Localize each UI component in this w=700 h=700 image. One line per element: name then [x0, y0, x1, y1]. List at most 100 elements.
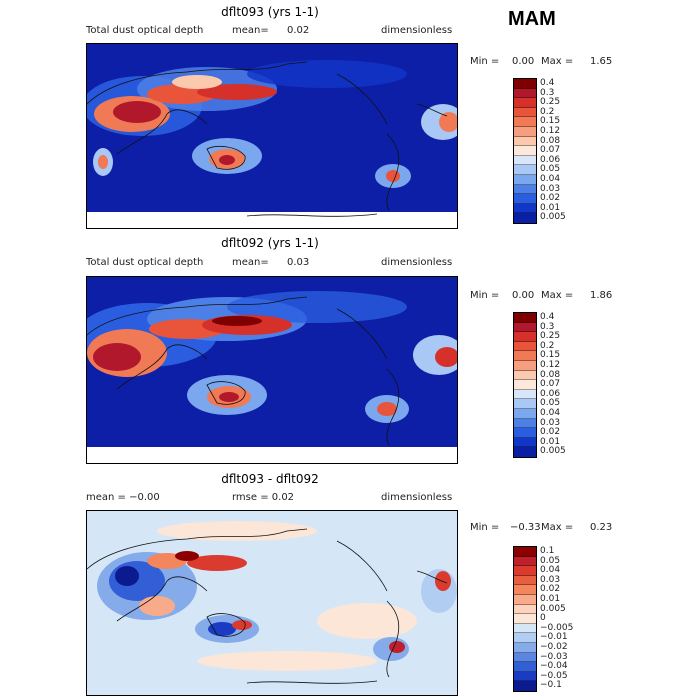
colorbar-tick-label: 0.05 — [540, 555, 561, 566]
colorbar-cell — [514, 380, 536, 390]
colorbar-tick-label: −0.04 — [540, 661, 568, 672]
colorbar-tick-label: 0.005 — [540, 603, 566, 614]
colorbar-tick-label: 0.02 — [540, 427, 561, 438]
colorbar-cell — [514, 88, 536, 99]
panel1-units: dimensionless — [381, 25, 453, 36]
colorbar-cell — [514, 213, 536, 223]
colorbar-cell — [514, 652, 536, 663]
panel1-quantity: Total dust optical depth — [86, 25, 204, 36]
colorbar-tick-label: 0.04 — [540, 408, 561, 418]
panel1-mean-label: mean= — [232, 25, 269, 36]
panel3-max-label: Max = — [541, 522, 574, 533]
panel1-colorbar — [513, 78, 537, 224]
colorbar-cell — [514, 360, 536, 371]
panel1-mean-value: 0.02 — [287, 25, 310, 36]
panel2-quantity: Total dust optical depth — [86, 257, 204, 268]
colorbar-tick-label: 0.2 — [540, 340, 555, 351]
colorbar-tick-label: 0.07 — [540, 145, 561, 156]
colorbar-cell — [514, 184, 536, 195]
colorbar-cell — [514, 155, 536, 166]
colorbar-tick-label: 0.06 — [540, 388, 561, 399]
colorbar-tick-label: 0.03 — [540, 574, 561, 585]
colorbar-cell — [514, 547, 536, 557]
colorbar-tick-label: 0.05 — [540, 164, 561, 175]
colorbar-tick-label: 0 — [540, 613, 546, 624]
colorbar-cell — [514, 165, 536, 175]
panel1-title: dflt093 (yrs 1-1) — [221, 5, 319, 19]
colorbar-cell — [514, 556, 536, 567]
colorbar-cell — [514, 399, 536, 409]
colorbar-cell — [514, 408, 536, 419]
panel1-map — [86, 43, 458, 229]
colorbar-cell — [514, 98, 536, 108]
panel2-max-value: 1.86 — [590, 290, 613, 301]
colorbar-cell — [514, 585, 536, 595]
colorbar-tick-label: 0.1 — [540, 546, 555, 556]
colorbar-tick-label: −0.005 — [540, 622, 574, 633]
panel2-map — [86, 276, 458, 464]
colorbar-cell — [514, 671, 536, 682]
colorbar-cell — [514, 117, 536, 127]
colorbar-tick-label: 0.03 — [540, 183, 561, 194]
colorbar-tick-label: 0.07 — [540, 379, 561, 390]
colorbar-cell — [514, 428, 536, 438]
colorbar-cell — [514, 194, 536, 204]
panel1-max-value: 1.65 — [590, 56, 613, 67]
panel3-units: dimensionless — [381, 492, 453, 503]
colorbar-tick-label: 0.12 — [540, 360, 561, 370]
colorbar-cell — [514, 575, 536, 586]
panel2-min-label: Min = — [470, 290, 500, 301]
colorbar-cell — [514, 351, 536, 361]
colorbar-cell — [514, 437, 536, 448]
panel1-min-label: Min = — [470, 56, 500, 67]
panel1-min-value: 0.00 — [512, 56, 535, 67]
colorbar-cell — [514, 662, 536, 672]
colorbar-tick-label: 0.01 — [540, 594, 561, 604]
colorbar-tick-label: 0.4 — [540, 78, 555, 88]
colorbar-cell — [514, 79, 536, 89]
colorbar-cell — [514, 126, 536, 137]
colorbar-cell — [514, 313, 536, 323]
colorbar-cell — [514, 341, 536, 352]
colorbar-cell — [514, 614, 536, 624]
colorbar-cell — [514, 136, 536, 147]
colorbar-tick-label: 0.01 — [540, 202, 561, 213]
panel2-min-value: 0.00 — [512, 290, 535, 301]
colorbar-cell — [514, 332, 536, 342]
colorbar-cell — [514, 681, 536, 691]
panel2-max-label: Max = — [541, 290, 574, 301]
colorbar-tick-label: 0.005 — [540, 212, 566, 223]
panel3-max-value: 0.23 — [590, 522, 613, 533]
panel3-colorbar — [513, 546, 537, 692]
panel1-max-label: Max = — [541, 56, 574, 67]
colorbar-cell — [514, 203, 536, 214]
colorbar-tick-label: −0.01 — [540, 632, 568, 643]
colorbar-tick-label: 0.15 — [540, 350, 561, 361]
colorbar-cell — [514, 418, 536, 429]
colorbar-tick-label: 0.25 — [540, 331, 561, 342]
colorbar-tick-label: 0.03 — [540, 417, 561, 428]
colorbar-cell — [514, 566, 536, 576]
colorbar-cell — [514, 322, 536, 333]
colorbar-tick-label: 0.01 — [540, 436, 561, 447]
colorbar-tick-label: 0.02 — [540, 584, 561, 595]
panel2-mean-label: mean= — [232, 257, 269, 268]
colorbar-cell — [514, 146, 536, 156]
panel3-min-value: −0.33 — [510, 522, 541, 533]
colorbar-tick-label: 0.4 — [540, 312, 555, 322]
colorbar-tick-label: 0.05 — [540, 398, 561, 409]
panel2-mean-value: 0.03 — [287, 257, 310, 268]
colorbar-tick-label: −0.1 — [540, 680, 562, 691]
colorbar-tick-label: 0.15 — [540, 116, 561, 127]
panel3-min-label: Min = — [470, 522, 500, 533]
panel2-colorbar — [513, 312, 537, 458]
colorbar-tick-label: 0.25 — [540, 97, 561, 108]
colorbar-tick-label: −0.05 — [540, 670, 568, 681]
colorbar-cell — [514, 370, 536, 381]
panel3-title: dflt093 - dflt092 — [221, 472, 319, 486]
colorbar-cell — [514, 594, 536, 605]
panel2-units: dimensionless — [381, 257, 453, 268]
colorbar-tick-label: 0.12 — [540, 126, 561, 136]
colorbar-tick-label: 0.08 — [540, 135, 561, 146]
colorbar-tick-label: 0.3 — [540, 87, 555, 98]
